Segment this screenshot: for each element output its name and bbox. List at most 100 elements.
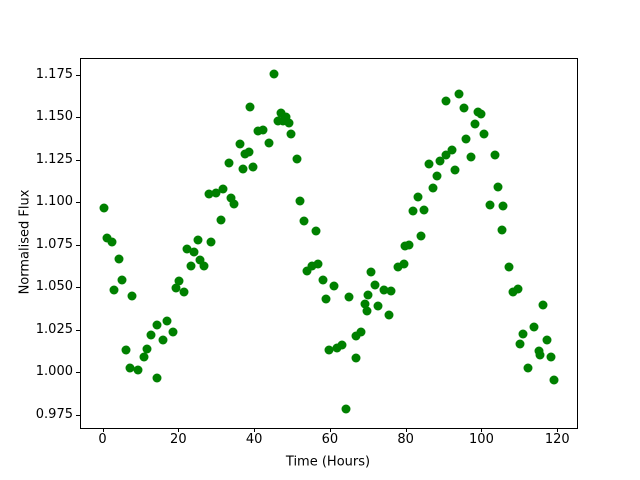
data-point: [258, 125, 268, 135]
data-point: [193, 235, 203, 245]
data-point: [204, 189, 214, 199]
data-point: [286, 129, 296, 139]
y-tick-label: 1.175: [35, 66, 73, 82]
y-tick-label: 1.125: [35, 151, 73, 167]
data-point: [424, 159, 434, 169]
data-point: [373, 301, 383, 311]
data-point: [384, 310, 394, 320]
data-point: [535, 350, 545, 360]
data-point: [400, 241, 410, 251]
y-tick-mark: [76, 117, 80, 119]
data-point: [189, 247, 199, 257]
y-tick-mark: [76, 159, 80, 161]
data-point: [245, 102, 255, 112]
data-point: [299, 216, 309, 226]
data-point: [386, 286, 396, 296]
data-point: [404, 240, 414, 250]
data-point: [302, 266, 312, 276]
data-point: [485, 200, 495, 210]
data-point: [432, 171, 442, 181]
data-point: [273, 116, 283, 126]
y-tick-mark: [76, 244, 80, 246]
data-point: [413, 192, 423, 201]
data-point: [295, 196, 305, 206]
data-point: [490, 150, 500, 160]
y-tick-mark: [76, 287, 80, 289]
plot-area: [80, 57, 578, 429]
y-tick-label: 0.975: [35, 406, 73, 422]
data-point: [125, 363, 135, 373]
data-point: [307, 261, 317, 271]
data-point: [107, 237, 117, 247]
data-point: [264, 138, 274, 148]
x-tick-label: 120: [544, 432, 570, 447]
data-point: [206, 237, 216, 247]
data-point: [538, 300, 548, 310]
data-point: [186, 261, 196, 271]
data-point: [356, 327, 366, 337]
data-point: [229, 199, 239, 209]
data-point: [253, 126, 263, 136]
data-point: [114, 254, 124, 264]
data-point: [324, 345, 334, 355]
data-point: [370, 280, 380, 290]
data-point: [363, 290, 373, 300]
x-tick-label: 40: [245, 432, 263, 447]
data-point: [459, 103, 469, 113]
data-point: [162, 316, 172, 326]
data-point: [146, 330, 156, 340]
x-axis-label: Time (Hours): [285, 454, 371, 470]
data-point: [226, 193, 236, 203]
data-point: [321, 294, 331, 304]
data-point: [454, 89, 464, 99]
data-point: [508, 287, 518, 297]
data-point: [238, 164, 248, 174]
data-point: [513, 284, 523, 294]
data-point: [109, 285, 119, 295]
y-tick-mark: [76, 372, 80, 374]
y-tick-label: 1.075: [35, 236, 73, 252]
data-point: [278, 116, 288, 126]
data-point: [99, 203, 109, 213]
y-tick-label: 1.025: [35, 321, 73, 337]
data-point: [498, 201, 508, 211]
data-point: [466, 152, 476, 162]
data-point: [174, 276, 184, 286]
x-tick-mark: [329, 428, 331, 432]
data-point: [199, 261, 209, 271]
x-tick-mark: [102, 428, 104, 432]
data-point: [311, 226, 321, 236]
data-point: [133, 365, 143, 375]
x-tick-mark: [405, 428, 407, 432]
data-point: [504, 262, 514, 272]
data-point: [461, 134, 471, 144]
data-point: [318, 275, 328, 285]
data-point: [117, 275, 127, 285]
data-point: [142, 344, 152, 354]
data-point: [416, 231, 426, 241]
data-point: [337, 340, 346, 350]
data-point: [102, 233, 112, 243]
data-point: [362, 306, 371, 316]
data-point: [182, 244, 192, 254]
data-point: [276, 108, 286, 118]
data-point: [211, 188, 221, 198]
data-point: [399, 259, 409, 269]
data-point: [435, 156, 445, 166]
data-point: [235, 139, 245, 149]
data-point: [341, 404, 351, 414]
x-tick-mark: [557, 428, 559, 432]
data-point: [240, 149, 250, 159]
data-point: [476, 109, 486, 119]
data-point: [441, 96, 451, 106]
data-point: [450, 165, 460, 175]
data-point: [269, 69, 279, 79]
data-point: [542, 335, 552, 345]
data-point: [158, 335, 168, 345]
data-point: [529, 322, 539, 332]
data-point: [313, 259, 323, 269]
data-point: [216, 215, 226, 225]
data-point: [441, 150, 451, 160]
data-point: [248, 162, 258, 172]
